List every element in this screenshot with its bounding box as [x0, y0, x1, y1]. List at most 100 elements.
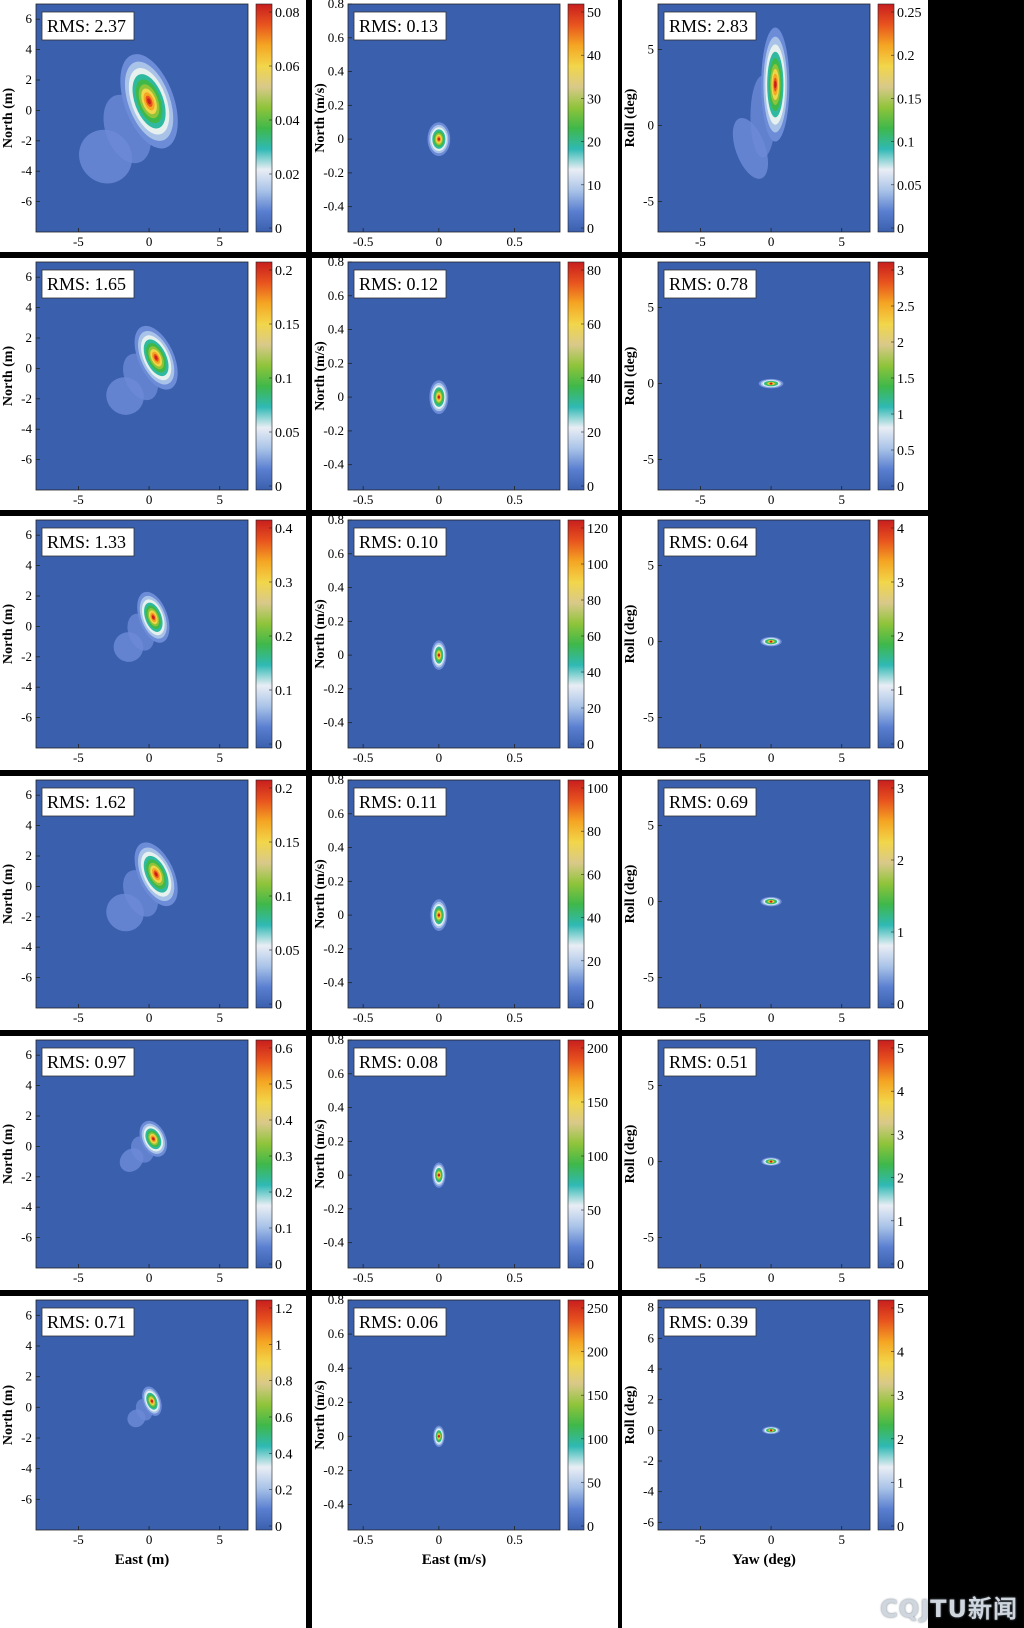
density-blob: [106, 325, 178, 415]
rms-label: RMS: 0.12: [359, 274, 438, 294]
y-tick-label: 0: [26, 360, 33, 375]
plot-area: [347, 779, 561, 1009]
y-tick-label: 5: [648, 558, 655, 573]
colorbar-tick-label: 0: [897, 738, 904, 753]
x-tick-label: 0.5: [506, 1270, 522, 1285]
rms-label: RMS: 0.64: [669, 532, 748, 552]
y-axis-label: North (m/s): [313, 83, 328, 153]
colorbar: [255, 1299, 273, 1531]
y-tick-label: 0.4: [328, 1360, 345, 1375]
heatmap-panel: RMS: 0.13 -0.5 0 0.5 0.8 0.6 0.4 0.2 0 -0.2 -0.4 No…: [312, 0, 618, 252]
x-tick-label: -5: [73, 492, 84, 507]
colorbar: [877, 261, 895, 491]
density-contour: [152, 1137, 155, 1141]
density-contour: [437, 1174, 441, 1177]
rms-label: RMS: 1.62: [47, 792, 126, 812]
colorbar-tick-label: 40: [587, 666, 601, 681]
y-tick-label: 5: [648, 1078, 655, 1093]
heatmap-panel: RMS: 1.65 -5 0 5 6 4 2 0 -2 -4 -6 North (m) 0.2 0.15 0…: [0, 258, 306, 510]
density-blob: [429, 380, 449, 414]
y-tick-label: -4: [643, 1484, 654, 1499]
y-tick-label: -0.4: [323, 199, 344, 214]
heatmap-panel: RMS: 0.69 -5 0 5 5 0 -5 Roll (deg) 3 2 1 0: [622, 776, 928, 1030]
x-tick-label: 5: [838, 1270, 845, 1285]
colorbar-tick-label: 3: [897, 1128, 904, 1143]
heatmap-svg: RMS: 1.33 -5 0 5 6 4 2 0 -2 -4 -6 North (m) 0.4 0.3 0.…: [1, 519, 293, 765]
heatmap-panel: RMS: 0.06 -0.5 0 0.5 0.8 0.6 0.4 0.2 0 -0.2 -0.4 No…: [312, 1296, 618, 1628]
colorbar-tick-label: 0.1: [897, 136, 915, 151]
colorbar-tick-label: 0.4: [275, 1447, 293, 1462]
y-axis-label: North (m/s): [313, 1119, 328, 1189]
x-tick-label: 5: [838, 750, 845, 765]
colorbar-tick-label: 120: [587, 522, 608, 537]
colorbar: [567, 519, 585, 749]
heatmap-svg: RMS: 2.37 -5 0 5 6 4 2 0 -2 -4 -6 North (m) 0.08 0.06…: [1, 3, 300, 249]
y-tick-label: 2: [26, 330, 33, 345]
colorbar-tick-label: 0.05: [897, 179, 922, 194]
colorbar-tick-label: 60: [587, 868, 601, 883]
x-tick-label: -0.5: [353, 750, 374, 765]
y-tick-label: 6: [26, 787, 33, 802]
colorbar: [567, 261, 585, 491]
heatmap-panel: RMS: 0.71 -5 0 5 6 4 2 0 -2 -4 -6 North (m) East (m)…: [0, 1296, 306, 1628]
density-blob: [106, 842, 178, 932]
colorbar-tick-label: 1: [897, 1476, 904, 1491]
colorbar-tick-label: 1: [897, 1215, 904, 1230]
density-blob: [427, 122, 451, 156]
colorbar-tick-label: 0: [275, 1520, 282, 1535]
colorbar-tick-label: 1: [897, 684, 904, 699]
y-tick-label: -2: [21, 909, 32, 924]
x-tick-label: 0.5: [506, 1010, 522, 1025]
y-tick-label: 0: [338, 131, 345, 146]
y-tick-label: 0.8: [328, 0, 344, 11]
heatmap-panel: RMS: 1.33 -5 0 5 6 4 2 0 -2 -4 -6 North (m) 0.4 0.3 0.…: [0, 516, 306, 770]
colorbar-tick-label: 0.25: [897, 6, 922, 21]
y-tick-label: 6: [26, 1047, 33, 1062]
rms-label: RMS: 1.65: [47, 274, 126, 294]
colorbar-tick-label: 0.1: [275, 372, 293, 387]
plot-area: [657, 1299, 871, 1531]
colorbar-tick-label: 2: [897, 854, 904, 869]
colorbar-tick-label: 0: [275, 480, 282, 495]
colorbar-tick-label: 3: [897, 782, 904, 797]
rms-label-box: [41, 11, 135, 41]
x-tick-label: -0.5: [353, 1270, 374, 1285]
rms-label-box: [41, 787, 135, 817]
y-tick-label: 0: [26, 878, 33, 893]
rms-label: RMS: 1.33: [47, 532, 126, 552]
y-tick-label: 0.8: [328, 1036, 344, 1047]
y-tick-label: 0: [26, 1399, 33, 1414]
x-tick-label: 5: [838, 1010, 845, 1025]
y-tick-label: -2: [21, 133, 32, 148]
colorbar-tick-label: 0.04: [275, 114, 300, 129]
y-tick-label: 4: [26, 818, 33, 833]
x-tick-label: 5: [216, 1532, 223, 1547]
colorbar-tick-label: 0: [897, 222, 904, 237]
density-blob: [758, 378, 784, 389]
colorbar-tick-label: 2: [897, 336, 904, 351]
x-tick-label: 0.5: [506, 750, 522, 765]
heatmap-panel: RMS: 2.83 -5 0 5 5 0 -5 Roll (deg) 0.25 0.2 0.15 0.…: [622, 0, 928, 252]
y-tick-label: 0: [338, 1167, 345, 1182]
colorbar-tick-label: 40: [587, 912, 601, 927]
density-contour: [437, 1435, 441, 1438]
x-tick-label: 0.5: [506, 492, 522, 507]
rms-label: RMS: 2.83: [669, 16, 748, 36]
y-tick-label: 0.8: [328, 776, 344, 787]
y-tick-label: 0.6: [328, 806, 345, 821]
colorbar: [255, 1039, 273, 1269]
rms-label-box: [663, 1047, 757, 1077]
colorbar-tick-label: 50: [587, 1204, 601, 1219]
x-tick-label: -5: [695, 1010, 706, 1025]
rms-label: RMS: 2.37: [47, 16, 126, 36]
y-tick-label: 0: [648, 894, 655, 909]
rms-label-box: [41, 527, 135, 557]
colorbar-tick-label: 1: [897, 926, 904, 941]
x-tick-label: 5: [838, 1532, 845, 1547]
density-blob: [760, 896, 782, 907]
y-tick-label: -4: [21, 679, 32, 694]
y-tick-label: 0: [648, 376, 655, 391]
heatmap-svg: RMS: 0.78 -5 0 5 5 0 -5 Roll (deg) 3 2.5 2 1.5 1 0.5 0: [623, 261, 915, 507]
y-tick-label: 0: [26, 618, 33, 633]
density-blob: [127, 1386, 162, 1428]
